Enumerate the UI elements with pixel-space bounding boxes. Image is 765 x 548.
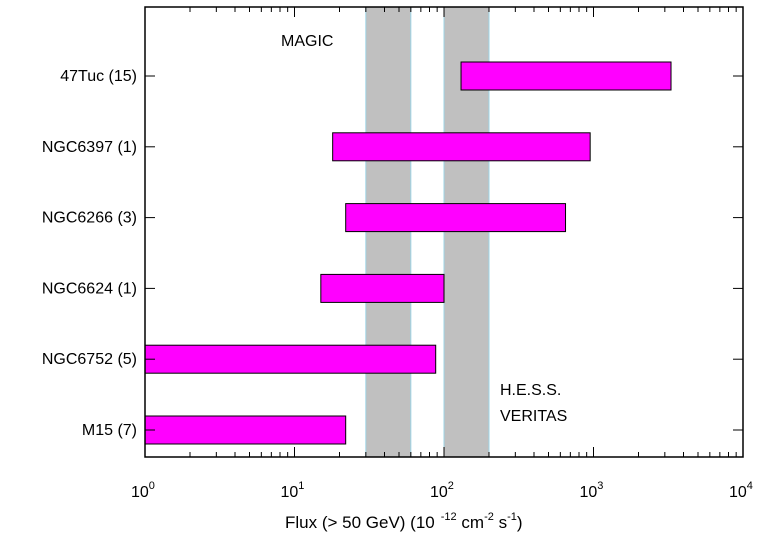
x-axis-tick-labels: 100 101 102 103 104 [131,480,753,501]
band-annotations: MAGIC H.E.S.S. VERITAS [281,33,567,425]
x-tick-label: 101 [281,480,305,501]
magic-band-label: MAGIC [281,33,333,50]
y-axis-labels: 47Tuc (15) NGC6397 (1) NGC6266 (3) NGC6624 … [42,68,137,439]
flux-range-bars [144,61,672,445]
x-tick-label: 102 [430,480,454,501]
range-bar [320,273,445,303]
category-label: NGC6752 (5) [42,351,137,368]
hess-veritas-band-label: VERITAS [500,408,567,425]
range-bar [460,61,672,91]
x-tick-label: 104 [729,480,753,501]
range-bar [144,415,347,445]
category-label: M15 (7) [82,422,137,439]
range-bar [345,203,567,233]
range-bar [332,132,591,162]
category-label: NGC6397 (1) [42,139,137,156]
category-label: 47Tuc (15) [60,68,137,85]
x-tick-label: 100 [131,480,155,501]
category-label: NGC6266 (3) [42,210,137,227]
hess-veritas-band-label: H.E.S.S. [500,382,561,399]
x-tick-label: 103 [580,480,604,501]
category-label: NGC6624 (1) [42,280,137,297]
axis-ticks [145,7,743,457]
x-axis-title: Flux (> 50 GeV) (10 -12 cm-2 s-1) [285,511,523,532]
range-bar [144,344,437,374]
